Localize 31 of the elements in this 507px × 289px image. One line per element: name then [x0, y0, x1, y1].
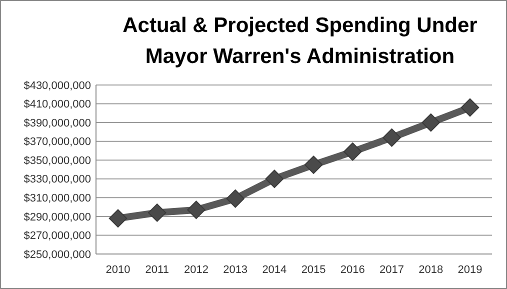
- x-tick-label: 2010: [106, 264, 130, 276]
- x-tick-label: 2017: [380, 264, 404, 276]
- point: [304, 156, 323, 174]
- x-tick-label: 2015: [301, 264, 326, 276]
- x-tick-label: 2012: [184, 264, 208, 276]
- y-tick-label: $290,000,000: [24, 211, 91, 224]
- y-tick-label: $410,000,000: [24, 98, 91, 111]
- x-tick-label: 2018: [418, 264, 444, 276]
- point: [148, 204, 166, 222]
- y-tick-label: $270,000,000: [24, 230, 91, 242]
- x-tick-label: 2011: [145, 264, 169, 276]
- y-tick-label: $350,000,000: [24, 154, 91, 167]
- x-tick-label: 2016: [340, 264, 365, 276]
- y-tick-label: $330,000,000: [24, 174, 91, 186]
- x-tick-label: 2014: [262, 264, 287, 276]
- y-tick-label: $250,000,000: [24, 248, 91, 261]
- y-tick-label: $390,000,000: [24, 117, 91, 130]
- point: [265, 170, 284, 188]
- chart-title: Actual & Projected Spending Under Mayor Warren's Administration: [122, 14, 478, 68]
- y-tick-label: $430,000,000: [24, 80, 91, 92]
- point: [382, 128, 401, 147]
- y-tick-label: $310,000,000: [24, 192, 91, 205]
- y-tick-label: $370,000,000: [24, 136, 91, 148]
- point: [187, 200, 206, 220]
- point: [226, 189, 244, 208]
- x-tick-label: 2013: [223, 264, 248, 276]
- point: [422, 113, 440, 132]
- point: [108, 209, 128, 228]
- x-tick-label: 2019: [458, 264, 482, 276]
- point: [344, 142, 362, 161]
- point: [460, 98, 480, 117]
